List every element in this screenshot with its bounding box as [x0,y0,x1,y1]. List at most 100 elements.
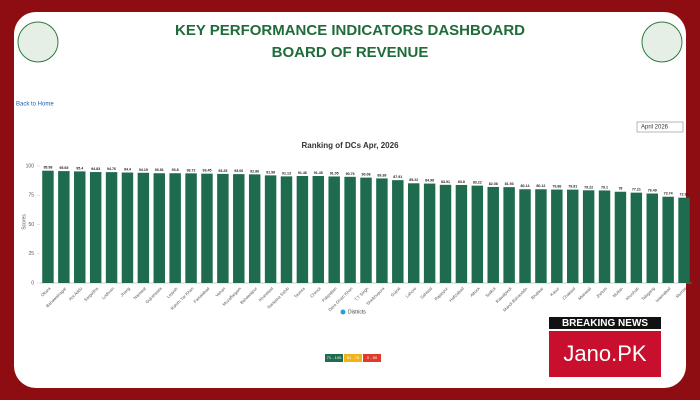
range-swatch [325,354,343,362]
bar [312,176,325,283]
bar [58,171,70,283]
y-axis-label: Scores [21,214,27,230]
x-tick-label: Kasur [549,286,561,298]
data-label: 83.91 [441,180,450,184]
y-tick-label: 25 [28,251,34,257]
header-title: KEY PERFORMANCE INDICATORS DASHBOARD [175,22,525,39]
bar [280,176,293,283]
data-label: 93.25 [218,169,227,173]
data-label: 91.05 [330,171,339,175]
y-tick-label: 50 [28,222,34,228]
data-label: 85.22 [409,178,418,182]
bar [233,174,245,283]
data-label: 93.8 [172,168,179,172]
data-label: 79.22 [584,185,593,189]
data-label: 91.46 [298,171,307,175]
bar [567,189,579,283]
bar [217,173,229,283]
data-label: 72.94 [680,193,689,197]
bar [121,172,134,283]
data-label: 76.49 [648,188,657,192]
bar [42,170,54,283]
data-label: 80.14 [521,184,530,188]
bar [598,190,611,283]
data-label: 94.83 [91,167,100,171]
bar [582,190,595,283]
bar [201,173,213,283]
logo-right [641,21,683,63]
data-label: 94.19 [139,168,148,172]
bar [153,173,165,283]
data-label: 77.21 [632,188,641,192]
bar [407,183,420,283]
badge-bottom: Jano.PK [563,341,646,366]
bar [646,193,658,283]
data-label: 94.76 [107,167,116,171]
bar [535,189,547,283]
header-subtitle: BOARD OF REVENUE [272,44,429,61]
bar [455,184,468,283]
x-tick-label: Vehari [214,286,226,298]
badge-bottom-bg [549,331,661,377]
data-label: 84.98 [425,179,434,183]
y-tick-label: 100 [26,163,35,169]
bar [392,180,404,283]
bar [423,183,436,283]
data-label: 93.81 [155,168,164,172]
range-label: 51 - 70 [347,355,360,360]
range-swatch [363,354,381,362]
bar [360,177,372,283]
y-tick-label: 75 [28,193,34,199]
legend-swatch [340,309,346,315]
data-label: 89.38 [377,173,386,177]
bar [439,184,452,283]
back-link[interactable]: Back to Home [16,102,54,108]
data-label: 90.08 [362,173,371,177]
bar [169,173,181,283]
bar [678,197,690,283]
bar [662,196,674,283]
data-label: 79.81 [568,185,577,189]
bar [503,187,515,283]
bar [296,175,309,283]
bar [89,172,102,283]
data-label: 79.86 [552,185,561,189]
bar [328,176,340,283]
data-label: 93.45 [202,169,211,173]
data-label: 83.8 [458,180,465,184]
data-label: 91.45 [314,171,323,175]
data-label: 81.93 [505,182,514,186]
data-label: 92.86 [250,169,259,173]
data-label: 83.22 [473,181,482,185]
data-label: 80.12 [536,184,545,188]
data-label: 91.13 [282,171,291,175]
legend-label: Districts [348,309,366,315]
bar [551,189,563,283]
range-label: 71 - 100 [327,355,342,360]
y-tick-label: 0 [31,280,34,286]
bar [137,172,150,283]
bar [185,173,197,283]
bar [519,189,531,283]
badge-top: BREAKING NEWS [562,318,648,329]
data-label: 93.72 [187,168,196,172]
data-label: 78 [618,187,622,191]
data-label: 90.76 [346,172,355,176]
bar [248,174,261,283]
data-label: 73.74 [664,192,673,196]
data-label: 91.98 [266,170,275,174]
chart-title: Ranking of DCs Apr, 2026 [301,141,399,150]
range-swatch [344,354,362,362]
bar [344,176,356,283]
data-label: 79.1 [601,185,608,189]
month-select[interactable] [636,121,684,133]
bar [630,192,643,283]
bar [105,172,118,283]
data-label: 95.4 [76,166,83,170]
month-select-label[interactable]: April 2026 [641,125,669,131]
bar [264,175,277,283]
logo-left [17,21,59,63]
range-label: 0 - 50 [367,355,378,360]
badge-top-bg [549,317,661,329]
